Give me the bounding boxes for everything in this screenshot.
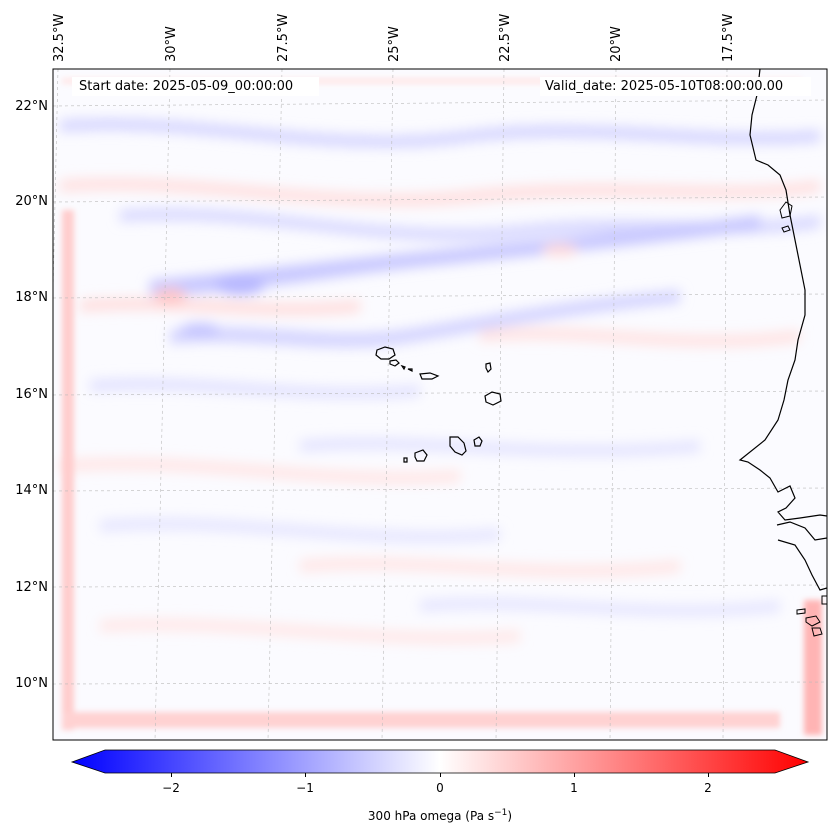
lat-label-14n: 14°N — [15, 483, 48, 498]
colorbar-tick-mark — [171, 773, 172, 777]
colorbar-tick-mark — [708, 773, 709, 777]
cape-verde-islands — [375, 346, 502, 463]
lat-label-20n: 20°N — [15, 194, 48, 209]
colorbar-tick-mark — [574, 773, 575, 777]
graticule — [53, 69, 827, 740]
lat-label-22n: 22°N — [15, 99, 48, 114]
colorbar-title-text: 300 hPa omega (Pa s — [367, 809, 495, 823]
coastal-islands — [779, 201, 827, 637]
lat-label-10n: 10°N — [15, 676, 48, 691]
colorbar-bar — [70, 749, 810, 774]
colorbar-tick-mark — [305, 773, 306, 777]
colorbar-tick-label: 2 — [704, 781, 712, 795]
map-frame — [52, 68, 828, 741]
colorbar-tick-label: 0 — [436, 781, 444, 795]
lat-label-16n: 16°N — [15, 387, 48, 402]
colorbar-tick-mark — [440, 773, 441, 777]
colorbar-tick-label: −1 — [296, 781, 314, 795]
start-date-label: Start date: 2025-05-09_00:00:00 — [72, 77, 319, 96]
colorbar-title-suffix: ) — [507, 809, 513, 823]
lat-label-12n: 12°N — [15, 580, 48, 595]
colorbar-title: 300 hPa omega (Pa s−1) — [0, 808, 837, 823]
gambia-coastline — [776, 521, 827, 591]
valid-date-label: Valid_date: 2025-05-10T08:00:00.00 — [540, 77, 811, 96]
lat-label-18n: 18°N — [15, 290, 48, 305]
boundary-artifacts — [62, 78, 822, 735]
omega-field-contours — [60, 118, 820, 645]
african-coastline — [738, 69, 827, 521]
colorbar-title-exponent: −1 — [494, 808, 508, 818]
colorbar-tick-label: 1 — [570, 781, 578, 795]
colorbar-tick-label: −2 — [162, 781, 180, 795]
